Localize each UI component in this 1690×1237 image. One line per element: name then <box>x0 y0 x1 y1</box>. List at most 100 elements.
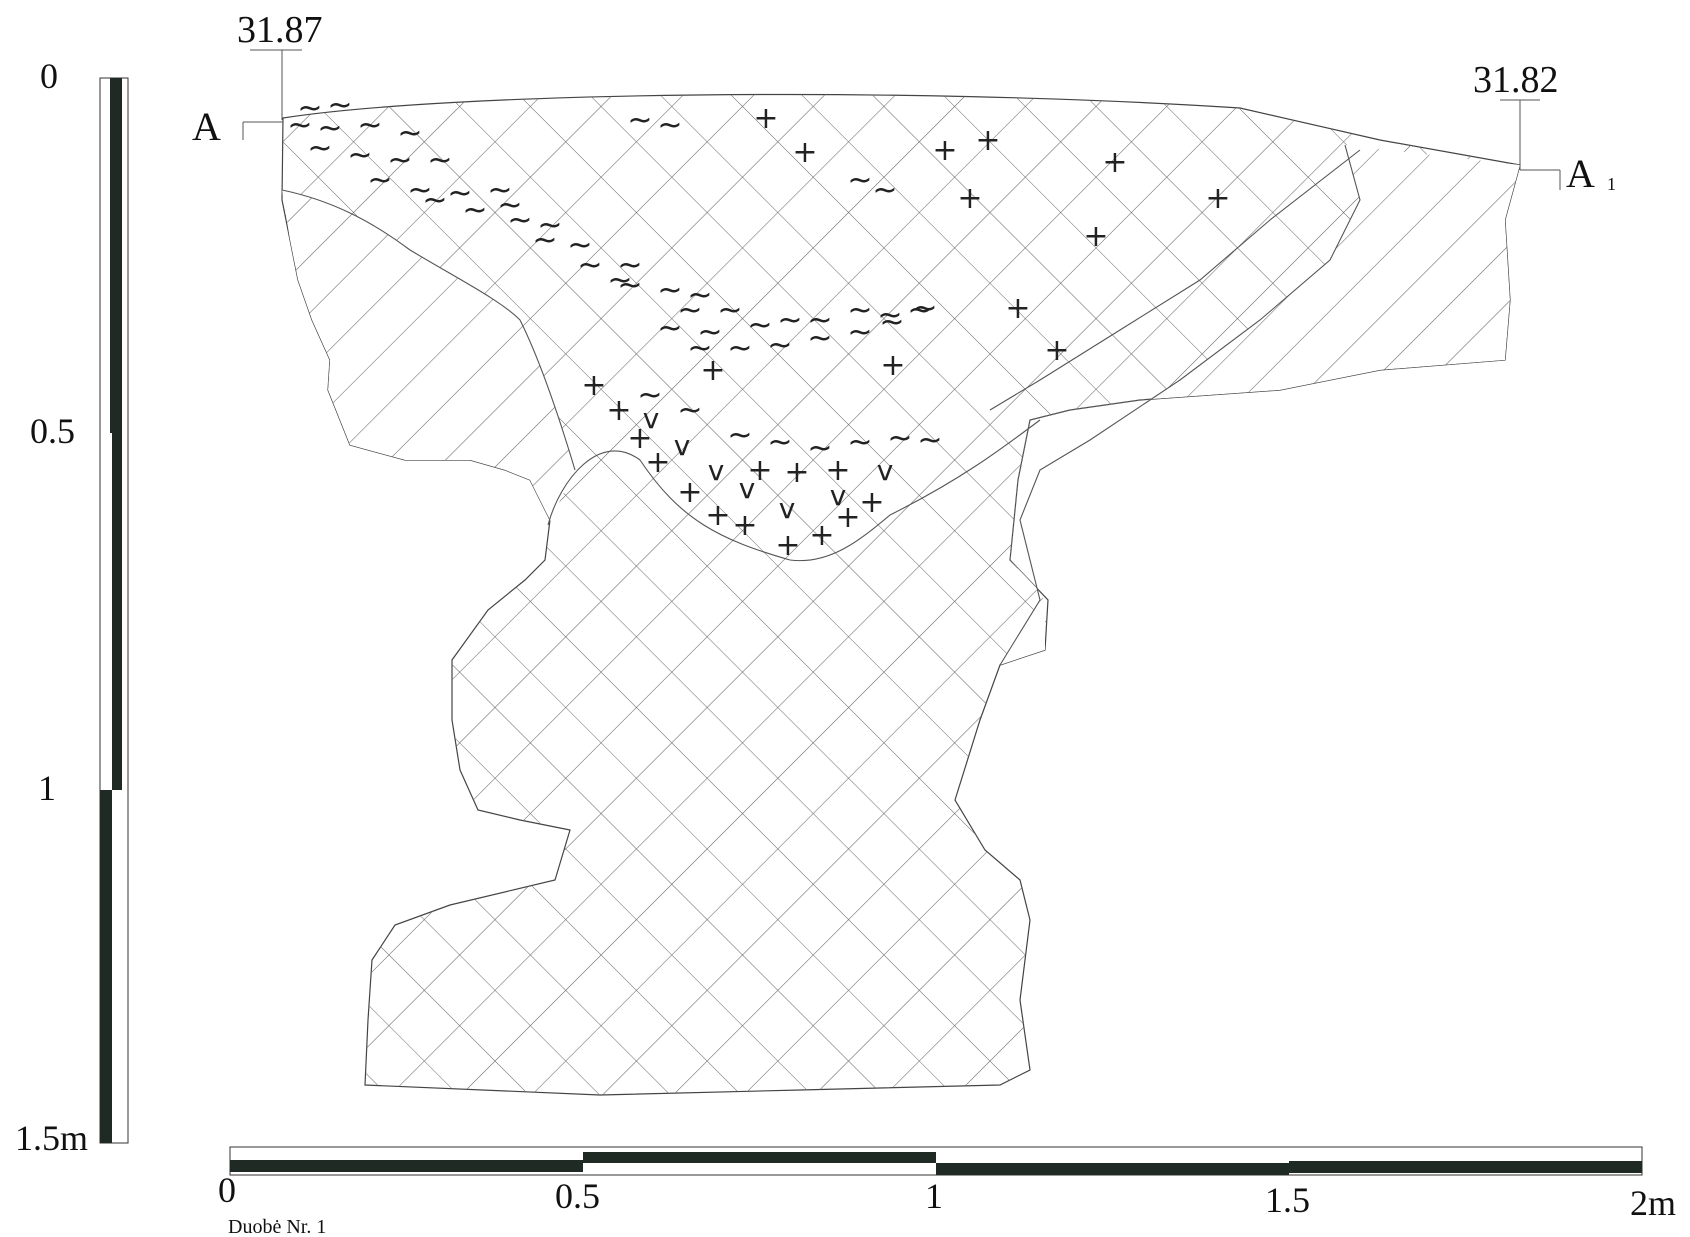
plus-symbol: + <box>975 123 1000 158</box>
wave-symbol: ~ <box>577 248 602 283</box>
layer-boundary-right <box>999 144 1361 666</box>
wave-symbol: ~ <box>847 425 872 460</box>
vscale-label-0: 0 <box>40 56 58 96</box>
plus-symbol: + <box>957 181 982 216</box>
plus-symbol: + <box>606 393 631 428</box>
section-end-subscript: 1 <box>1607 174 1616 194</box>
wave-symbol: ~ <box>462 193 487 228</box>
wave-symbol: ~ <box>427 143 452 178</box>
hscale-label-15: 1.5 <box>1265 1180 1310 1220</box>
wave-symbol: ~ <box>487 173 512 208</box>
plus-symbol: + <box>1205 181 1230 216</box>
plus-symbol: + <box>825 453 850 488</box>
plus-symbol: + <box>932 133 957 168</box>
check-symbol: v <box>739 472 756 505</box>
wave-symbol: ~ <box>317 111 342 146</box>
plus-symbol: + <box>753 101 778 136</box>
plus-symbol: + <box>880 348 905 383</box>
plus-symbol: + <box>747 453 772 488</box>
wave-symbol: ~ <box>677 293 702 328</box>
wave-symbol: ~ <box>807 303 832 338</box>
wave-symbol: ~ <box>497 188 522 223</box>
plus-symbol: + <box>700 353 725 388</box>
wave-symbol: ~ <box>327 88 352 123</box>
check-symbol: v <box>708 454 725 487</box>
wave-symbol: ~ <box>397 116 422 151</box>
wave-symbol: ~ <box>687 331 712 366</box>
plus-symbol: + <box>677 475 702 510</box>
wave-symbol: ~ <box>627 103 652 138</box>
wave-symbols: ~ ~~ ~ ~ ~~ ~ ~ ~~ ~ ~ ~~ ~ ~~ ~~ ~~ ~~ ~~ ~~ ~ ~ ~ ~ ~ ~ ~~ ~ ~ ~ ~… <box>287 88 942 466</box>
plus-symbol: + <box>1044 333 1069 368</box>
wave-symbol: ~ <box>537 208 562 243</box>
vscale-label-05: 0.5 <box>30 411 75 451</box>
hscale-label-05: 0.5 <box>555 1176 600 1216</box>
wave-symbol: ~ <box>422 183 447 218</box>
plus-symbol: + <box>581 368 606 403</box>
elevation-left-label: 31.87 <box>237 9 323 51</box>
wave-symbol: ~ <box>777 303 802 338</box>
vertical-scale-bar: 0 0.5 1 1.5m <box>15 56 129 1158</box>
vscale-label-1: 1 <box>38 768 56 808</box>
wave-symbol: ~ <box>887 421 912 456</box>
plus-symbol: + <box>792 135 817 170</box>
wave-symbol: ~ <box>879 305 904 340</box>
check-symbol: v <box>674 429 691 462</box>
wave-symbol: ~ <box>747 308 772 343</box>
plus-symbol: + <box>645 445 670 480</box>
wave-symbol: ~ <box>657 273 682 308</box>
plus-symbol: + <box>1083 219 1108 254</box>
wave-symbol: ~ <box>637 378 662 413</box>
wave-symbol: ~ <box>347 138 372 173</box>
wave-symbol: ~ <box>532 223 557 258</box>
wave-symbol: ~ <box>872 173 897 208</box>
plus-symbol: + <box>775 528 800 563</box>
wave-symbol: ~ <box>847 293 872 328</box>
hscale-label-2m: 2m <box>1630 1183 1676 1223</box>
elevation-right-label: 31.82 <box>1473 59 1559 101</box>
wave-symbol: ~ <box>617 248 642 283</box>
wave-symbol: ~ <box>697 315 722 350</box>
hscale-label-0: 0 <box>218 1170 236 1210</box>
wave-symbol: ~ <box>727 331 752 366</box>
horizontal-scale-bar: 0 0.5 1 1.5 2m <box>218 1146 1676 1223</box>
wave-symbol: ~ <box>387 143 412 178</box>
vscale-label-15m: 1.5m <box>15 1118 88 1158</box>
wave-symbol: ~ <box>847 163 872 198</box>
wave-symbol: ~ <box>807 321 832 356</box>
wave-symbol: ~ <box>657 311 682 346</box>
wave-symbol: ~ <box>307 131 332 166</box>
wave-symbol: ~ <box>877 298 902 333</box>
wave-symbol: ~ <box>907 293 932 328</box>
check-symbol: v <box>877 454 894 487</box>
wave-symbol: ~ <box>287 108 312 143</box>
plus-symbol: + <box>784 455 809 490</box>
wave-symbol: ~ <box>807 431 832 466</box>
plus-symbol: + <box>859 485 884 520</box>
section-label-a: A <box>192 104 283 149</box>
layer-boundary-upper <box>281 189 576 471</box>
wave-symbol: ~ <box>447 176 472 211</box>
hscale-label-1: 1 <box>925 1176 943 1216</box>
plus-symbol: + <box>809 518 834 553</box>
wave-symbol: ~ <box>357 108 382 143</box>
layer-boundary-bowl <box>547 419 1041 562</box>
elevation-marker-left: 31.87 <box>237 9 323 120</box>
wave-symbol: ~ <box>617 268 642 303</box>
wave-symbol: ~ <box>687 278 712 313</box>
wave-symbol: ~ <box>717 293 742 328</box>
section-label-a1: A 1 <box>1520 151 1616 196</box>
wave-symbol: ~ <box>727 418 752 453</box>
wave-symbol: ~ <box>607 263 632 298</box>
drawing-caption: Duobė Nr. 1 <box>228 1216 326 1237</box>
plus-symbol: + <box>1102 145 1127 180</box>
elevation-marker-right: 31.82 <box>1473 59 1559 170</box>
check-symbol: v <box>830 479 847 512</box>
wave-symbol: ~ <box>677 393 702 428</box>
wave-symbol: ~ <box>917 423 942 458</box>
check-symbol: v <box>643 402 660 435</box>
plus-symbol: + <box>705 498 730 533</box>
plus-symbol: + <box>835 500 860 535</box>
